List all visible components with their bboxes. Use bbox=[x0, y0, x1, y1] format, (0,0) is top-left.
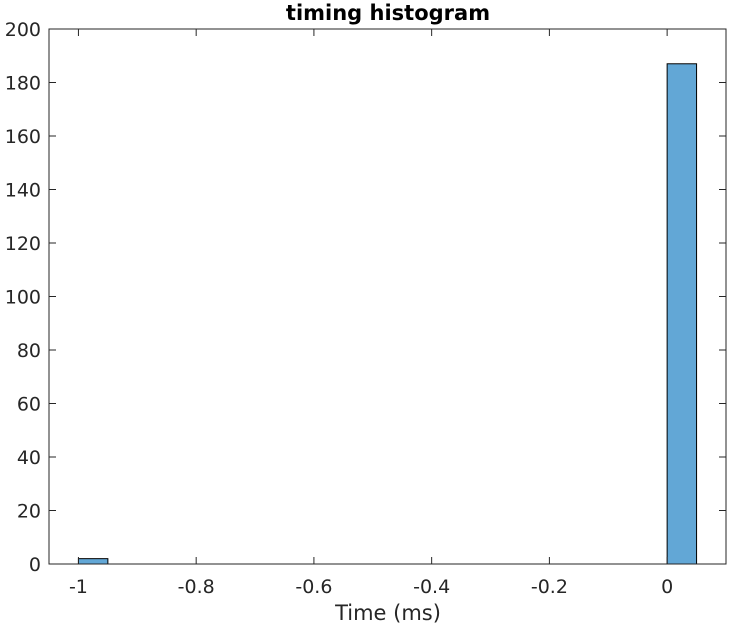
x-axis-label: Time (ms) bbox=[334, 601, 441, 625]
y-tick-label: 20 bbox=[17, 501, 41, 523]
y-tick-label: 100 bbox=[5, 287, 41, 309]
y-tick-label: 160 bbox=[5, 126, 41, 148]
chart-title: timing histogram bbox=[286, 1, 490, 25]
y-tick-label: 180 bbox=[5, 73, 41, 95]
y-tick-label: 140 bbox=[5, 180, 41, 202]
bars-layer bbox=[77, 63, 698, 565]
y-tick-label: 80 bbox=[17, 340, 41, 362]
plot-frame bbox=[48, 28, 727, 565]
x-tick-label: -0.2 bbox=[531, 576, 568, 598]
y-tick-label: 40 bbox=[17, 447, 41, 469]
x-tick-label: -0.6 bbox=[295, 576, 332, 598]
y-tick-label: 0 bbox=[29, 554, 41, 576]
histogram-bar bbox=[77, 558, 109, 565]
y-tick-label: 60 bbox=[17, 394, 41, 416]
y-tick-label: 200 bbox=[5, 19, 41, 41]
x-tick-label: -0.8 bbox=[178, 576, 215, 598]
x-tick-label: -1 bbox=[69, 576, 88, 598]
histogram-bar bbox=[666, 63, 698, 565]
x-axis-ticks: -1 -0.8 -0.6 -0.4 -0.2 0 bbox=[69, 29, 673, 598]
y-tick-label: 120 bbox=[5, 233, 41, 255]
y-axis-ticks: 0 20 40 60 80 100 120 140 160 180 200 bbox=[5, 19, 726, 576]
x-tick-label: -0.4 bbox=[413, 576, 450, 598]
x-tick-label: 0 bbox=[661, 576, 673, 598]
